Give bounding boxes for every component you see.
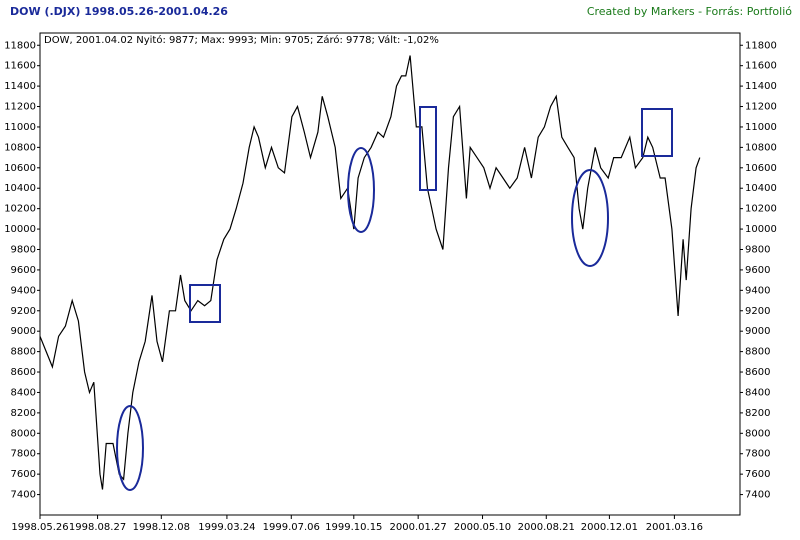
highlight-ellipse [347, 147, 375, 233]
x-tick-label: 1999.07.06 [263, 522, 320, 533]
y-tick-label: 9000 [11, 326, 36, 337]
x-tick-label: 2000.08.21 [518, 522, 575, 533]
y2-tick-label: 9000 [745, 326, 770, 337]
x-tick-label: 2000.05.10 [454, 522, 511, 533]
y-tick-label: 10600 [4, 163, 36, 174]
highlight-ellipse [116, 405, 144, 491]
plot [39, 55, 701, 490]
price-line [39, 55, 701, 490]
credit: Created by Markers - Forrás: Portfolió [587, 5, 792, 18]
y-tick-label: 9800 [11, 244, 36, 255]
y2-tick-label: 8000 [745, 428, 770, 439]
y-tick-label: 11600 [4, 61, 36, 72]
y2-tick-label: 8800 [745, 347, 770, 358]
x-tick-label: 2000.01.27 [390, 522, 447, 533]
y2-tick-label: 9200 [745, 306, 770, 317]
y2-tick-label: 8200 [745, 408, 770, 419]
y-tick-label: 9200 [11, 306, 36, 317]
y2-tick-label: 8400 [745, 387, 770, 398]
y-tick-label: 11000 [4, 122, 36, 133]
y2-tick-label: 10000 [745, 224, 777, 235]
y-tick-label: 11400 [4, 81, 36, 92]
y-tick-label: 10000 [4, 224, 36, 235]
y2-tick-label: 7400 [745, 490, 770, 501]
y-tick-label: 11800 [4, 40, 36, 51]
y2-tick-label: 11600 [745, 61, 777, 72]
y-tick-label: 11200 [4, 102, 36, 113]
y-tick-label: 8400 [11, 387, 36, 398]
y-tick-label: 7400 [11, 490, 36, 501]
y2-tick-label: 9400 [745, 285, 770, 296]
y-tick-label: 10400 [4, 183, 36, 194]
y-tick-label: 8800 [11, 347, 36, 358]
y-tick-label: 7800 [11, 449, 36, 460]
y2-tick-label: 11400 [745, 81, 777, 92]
x-tick-label: 1998.12.08 [133, 522, 190, 533]
x-tick-label: 1999.10.15 [325, 522, 382, 533]
y2-tick-label: 10600 [745, 163, 777, 174]
x-tick-label: 1998.08.27 [69, 522, 126, 533]
y2-tick-label: 10800 [745, 142, 777, 153]
y2-tick-label: 9600 [745, 265, 770, 276]
highlight-ellipse [571, 169, 609, 267]
x-tick-label: 2000.12.01 [581, 522, 638, 533]
highlight-box [419, 106, 437, 191]
x-tick-label: 1999.03.24 [198, 522, 255, 533]
x-tick-label: 1998.05.26 [11, 522, 68, 533]
chart-title: DOW (.DJX) 1998.05.26-2001.04.26 [10, 5, 228, 18]
y-tick-label: 9600 [11, 265, 36, 276]
y-tick-label: 9400 [11, 285, 36, 296]
y2-tick-label: 7600 [745, 469, 770, 480]
y-tick-label: 7600 [11, 469, 36, 480]
y2-tick-label: 11000 [745, 122, 777, 133]
x-tick-label: 2001.03.16 [646, 522, 703, 533]
y2-tick-label: 10200 [745, 204, 777, 215]
highlight-box [641, 108, 673, 157]
y2-tick-label: 8600 [745, 367, 770, 378]
y2-tick-label: 11800 [745, 40, 777, 51]
plot-frame [39, 32, 741, 516]
y-tick-label: 10800 [4, 142, 36, 153]
y2-tick-label: 9800 [745, 244, 770, 255]
y2-tick-label: 11200 [745, 102, 777, 113]
y-tick-label: 8200 [11, 408, 36, 419]
y2-tick-label: 7800 [745, 449, 770, 460]
highlight-box [189, 284, 221, 323]
y-tick-label: 8600 [11, 367, 36, 378]
y-tick-label: 8000 [11, 428, 36, 439]
info-line: DOW, 2001.04.02 Nyitó: 9877; Max: 9993; … [44, 34, 439, 46]
y-tick-label: 10200 [4, 204, 36, 215]
y2-tick-label: 10400 [745, 183, 777, 194]
